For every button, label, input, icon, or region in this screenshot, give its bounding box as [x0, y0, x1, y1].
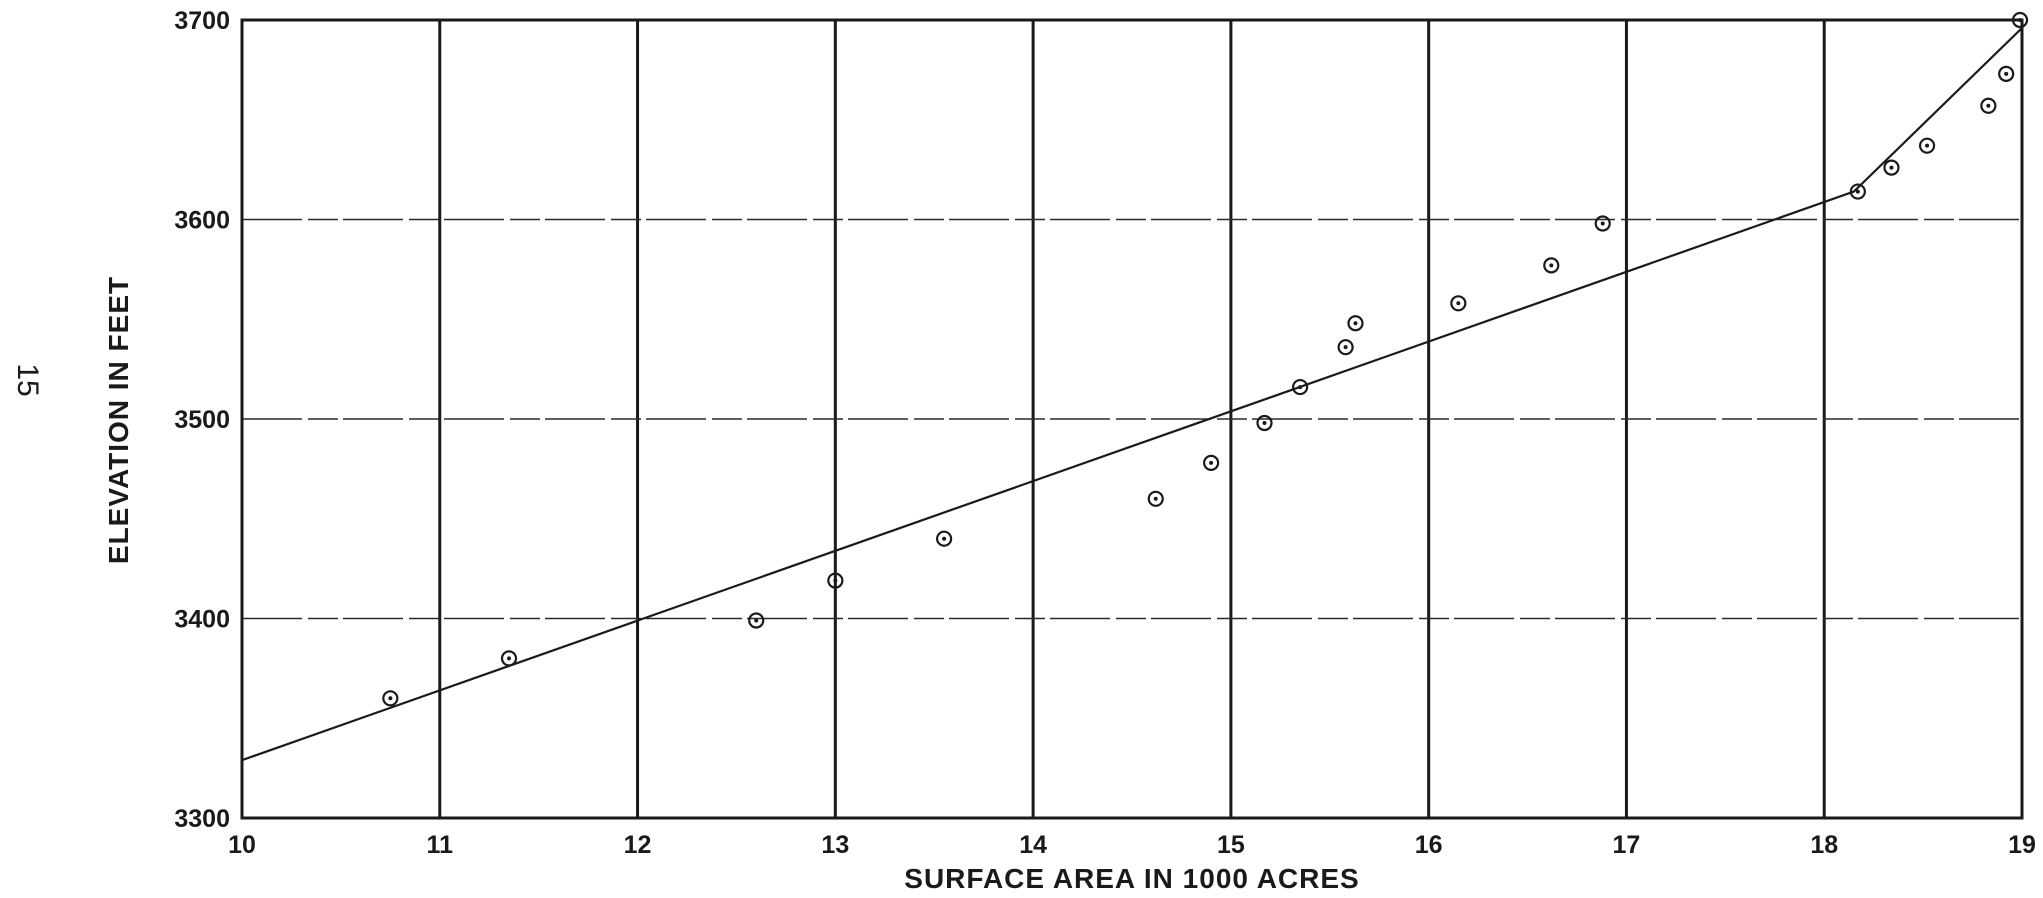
grid: [242, 20, 2022, 818]
data-point-ring: [827, 572, 844, 589]
data-point-ring: [1849, 183, 1866, 200]
data-point-dot: [1549, 263, 1554, 268]
data-point: [827, 572, 844, 589]
x-tick-label-14: 14: [1019, 831, 1047, 859]
data-point: [748, 612, 765, 629]
data-point-ring: [1337, 339, 1354, 356]
data-point-dot: [1353, 321, 1358, 326]
data-point-ring: [1203, 454, 1220, 471]
data-point: [1347, 315, 1364, 332]
x-tick-label-12: 12: [624, 831, 652, 859]
x-tick-label-13: 13: [821, 831, 849, 859]
data-point-dot: [388, 696, 393, 701]
data-point: [1147, 490, 1164, 507]
data-point: [1203, 454, 1220, 471]
data-point: [1337, 339, 1354, 356]
data-point-ring: [936, 530, 953, 547]
data-point-dot: [1262, 420, 1267, 425]
y-tick-label-3700: 3700: [174, 7, 230, 35]
plot-frame: [240, 18, 2024, 820]
x-tick-label-16: 16: [1415, 831, 1443, 859]
data-point-ring: [1256, 414, 1273, 432]
data-point: [1883, 159, 1900, 176]
data-point: [936, 530, 953, 547]
data-point-ring: [1347, 315, 1364, 332]
x-axis-label: SURFACE AREA IN 1000 ACRES: [904, 863, 1359, 894]
data-points: [382, 11, 2029, 707]
data-point: [1292, 378, 1309, 396]
data-point-ring: [2011, 11, 2029, 29]
y-tick-label-3500: 3500: [174, 406, 230, 434]
data-point: [1918, 137, 1936, 154]
data-point-dot: [1298, 385, 1303, 390]
fit-line: [241, 27, 2023, 762]
data-point-ring: [1543, 257, 1560, 274]
data-point-ring: [1292, 378, 1309, 396]
data-point-ring: [1980, 97, 1997, 114]
fit-line-group: [241, 27, 2023, 762]
data-point-dot: [942, 536, 947, 541]
y-tick-label-3600: 3600: [174, 207, 230, 235]
y-tick-labels: 3300 3400 3500 3600 3700: [174, 7, 230, 833]
data-point-ring: [500, 650, 518, 667]
data-point-dot: [833, 578, 838, 583]
data-point-ring: [1883, 159, 1900, 176]
data-point: [1450, 295, 1467, 312]
x-tick-labels: 10 11 12 13 14 15 16 17 18 19: [228, 831, 2036, 859]
data-point: [1980, 97, 1997, 114]
data-point: [1849, 183, 1866, 200]
data-point-ring: [1918, 137, 1936, 154]
y-tick-label-3400: 3400: [174, 606, 230, 634]
x-tick-label-11: 11: [427, 831, 454, 859]
data-point: [1543, 257, 1560, 274]
data-point-dot: [1986, 103, 1991, 108]
data-point-ring: [748, 612, 765, 629]
data-point: [2011, 11, 2029, 29]
data-point-ring: [1594, 215, 1611, 232]
x-tick-label-17: 17: [1613, 831, 1641, 859]
data-point-dot: [507, 656, 511, 661]
data-point-ring: [1147, 490, 1164, 507]
data-point-dot: [2004, 71, 2009, 76]
data-point-dot: [1925, 143, 1930, 148]
data-point-dot: [754, 618, 759, 623]
data-point-dot: [1209, 460, 1214, 465]
data-point: [1256, 414, 1273, 432]
x-tick-label-19: 19: [2008, 831, 2036, 859]
data-point-dot: [1855, 189, 1860, 194]
x-tick-label-18: 18: [1810, 831, 1838, 859]
x-tick-label-10: 10: [228, 831, 256, 859]
data-point-dot: [1153, 496, 1158, 501]
x-tick-label-15: 15: [1217, 831, 1245, 859]
y-axis-label: ELEVATION IN FEET: [103, 276, 134, 564]
data-point-ring: [1450, 295, 1467, 312]
data-point-ring: [382, 690, 399, 707]
data-point-dot: [2018, 18, 2023, 22]
y-tick-label-3300: 3300: [174, 805, 230, 833]
data-point-ring: [1998, 65, 2015, 82]
page-number: 15: [11, 363, 44, 396]
data-point: [1594, 215, 1611, 232]
data-point-dot: [1456, 301, 1461, 306]
data-point-dot: [1600, 221, 1605, 226]
data-point-dot: [1889, 165, 1894, 170]
data-point: [500, 650, 518, 667]
data-point: [1998, 65, 2015, 82]
data-point-dot: [1343, 345, 1348, 350]
data-point: [382, 690, 399, 707]
